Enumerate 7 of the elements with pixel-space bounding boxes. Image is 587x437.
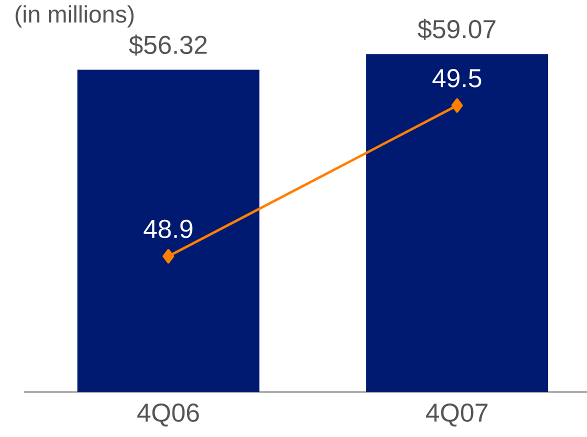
data-label: $56.32 [129,34,207,56]
data-label: $59.07 [418,18,496,40]
data-label: 49.5 [432,68,482,88]
chart-title: (in millions) [16,5,134,28]
x-tick-label: 4Q06 [137,404,199,426]
data-label: 48.9 [144,220,192,238]
x-tick-label: 4Q07 [426,404,488,426]
